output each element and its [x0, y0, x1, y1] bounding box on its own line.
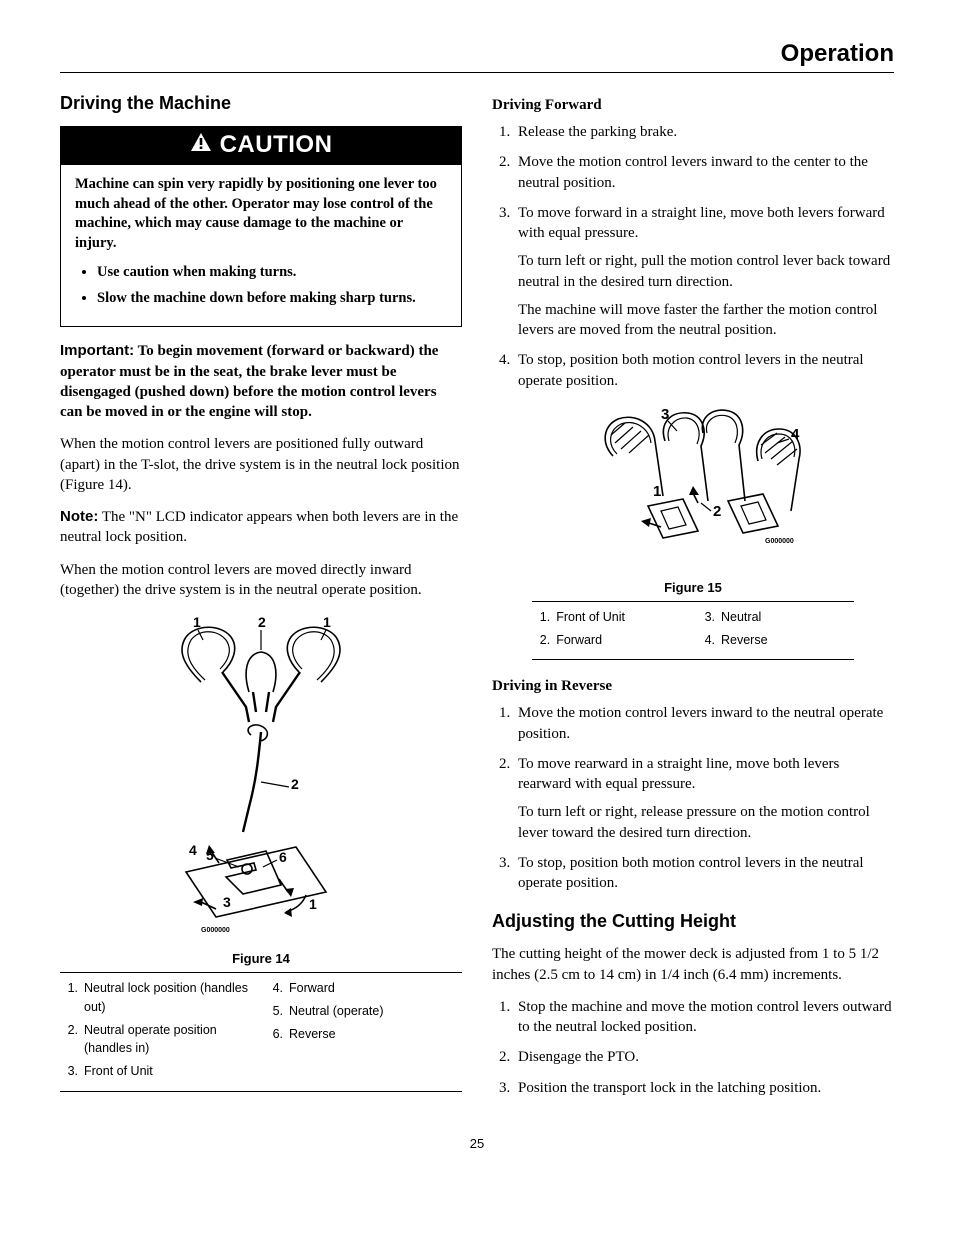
legend-num: 1.	[64, 979, 84, 1017]
cutting-intro: The cutting height of the mower deck is …	[492, 944, 894, 985]
caution-header: CAUTION	[61, 127, 461, 165]
warning-triangle-icon	[190, 131, 212, 159]
legend-num: 4.	[701, 631, 721, 650]
body-para: When the motion control levers are posit…	[60, 434, 462, 495]
legend-text: Reverse	[721, 631, 850, 650]
step: To stop, position both motion control le…	[514, 853, 894, 894]
legend-num: 4.	[269, 979, 289, 998]
step: Position the transport lock in the latch…	[514, 1078, 894, 1098]
figure-15-caption: Figure 15	[492, 580, 894, 595]
svg-text:1: 1	[193, 614, 201, 630]
legend-num: 2.	[64, 1021, 84, 1059]
legend-text: Forward	[556, 631, 685, 650]
two-column-layout: Driving the Machine CAUTION Machine can …	[60, 93, 894, 1108]
svg-text:3: 3	[661, 406, 669, 423]
forward-steps: Release the parking brake. Move the moti…	[492, 122, 894, 391]
svg-text:2: 2	[291, 776, 299, 792]
svg-text:4: 4	[791, 426, 800, 443]
body-para: When the motion control levers are moved…	[60, 560, 462, 601]
legend-text: Front of Unit	[556, 608, 685, 627]
legend-num: 3.	[701, 608, 721, 627]
section-driving-machine: Driving the Machine	[60, 93, 462, 114]
caution-box: CAUTION Machine can spin very rapidly by…	[60, 126, 462, 327]
caution-body: Machine can spin very rapidly by positio…	[61, 165, 461, 326]
figure-14-legend: 1.Neutral lock position (handles out) 2.…	[60, 972, 462, 1092]
important-label: Important:	[60, 342, 134, 359]
page-header: Operation	[60, 40, 894, 73]
figure-15: 3 4 1 2 G000000 Figure 15	[492, 401, 894, 595]
figure-15-legend: 1.Front of Unit 2.Forward 3.Neutral 4.Re…	[532, 601, 854, 661]
legend-text: Neutral operate position (handles in)	[84, 1021, 253, 1059]
svg-text:5: 5	[206, 847, 214, 863]
note-label: Note:	[60, 508, 98, 525]
step: Move the motion control levers inward to…	[514, 152, 894, 193]
svg-text:G000000: G000000	[765, 538, 794, 545]
legend-num: 5.	[269, 1002, 289, 1021]
svg-text:1: 1	[323, 614, 331, 630]
important-para: Important: To begin movement (forward or…	[60, 341, 462, 422]
right-column: Driving Forward Release the parking brak…	[492, 93, 894, 1108]
caution-bullet: Slow the machine down before making shar…	[97, 289, 447, 309]
figure-15-svg: 3 4 1 2 G000000	[553, 401, 833, 571]
step-extra: To turn left or right, pull the motion c…	[518, 251, 894, 292]
legend-num: 3.	[64, 1062, 84, 1081]
page-number: 25	[60, 1136, 894, 1151]
figure-14-svg: 1 2 1	[131, 612, 391, 942]
svg-text:1: 1	[309, 896, 317, 912]
legend-num: 1.	[536, 608, 556, 627]
step: To move rearward in a straight line, mov…	[514, 754, 894, 843]
legend-text: Forward	[289, 979, 458, 998]
legend-num: 2.	[536, 631, 556, 650]
legend-text: Reverse	[289, 1025, 458, 1044]
page-title: Operation	[60, 40, 894, 68]
subsection-driving-forward: Driving Forward	[492, 97, 894, 114]
note-text: The "N" LCD indicator appears when both …	[60, 509, 458, 545]
step-extra: The machine will move faster the farther…	[518, 300, 894, 341]
svg-text:6: 6	[279, 849, 287, 865]
svg-text:1: 1	[653, 483, 661, 500]
svg-text:G000000: G000000	[201, 927, 230, 934]
svg-text:2: 2	[258, 614, 266, 630]
left-column: Driving the Machine CAUTION Machine can …	[60, 93, 462, 1108]
note-para: Note: The "N" LCD indicator appears when…	[60, 507, 462, 548]
svg-text:2: 2	[713, 503, 721, 520]
caution-bullet: Use caution when making turns.	[97, 263, 447, 283]
figure-14-caption: Figure 14	[60, 951, 462, 966]
step: Stop the machine and move the motion con…	[514, 997, 894, 1038]
step: Move the motion control levers inward to…	[514, 703, 894, 744]
figure-14: 1 2 1	[60, 612, 462, 966]
step-extra: To turn left or right, release pressure …	[518, 802, 894, 843]
step: To stop, position both motion control le…	[514, 350, 894, 391]
step: Release the parking brake.	[514, 122, 894, 142]
caution-label: CAUTION	[220, 131, 333, 159]
subsection-driving-reverse: Driving in Reverse	[492, 678, 894, 695]
reverse-steps: Move the motion control levers inward to…	[492, 703, 894, 893]
caution-text: Machine can spin very rapidly by positio…	[75, 175, 447, 253]
svg-text:3: 3	[223, 894, 231, 910]
legend-text: Neutral	[721, 608, 850, 627]
step: Disengage the PTO.	[514, 1047, 894, 1067]
legend-text: Neutral lock position (handles out)	[84, 979, 253, 1017]
legend-num: 6.	[269, 1025, 289, 1044]
step: To move forward in a straight line, move…	[514, 203, 894, 341]
legend-text: Neutral (operate)	[289, 1002, 458, 1021]
cutting-steps: Stop the machine and move the motion con…	[492, 997, 894, 1098]
svg-text:4: 4	[189, 842, 197, 858]
legend-text: Front of Unit	[84, 1062, 253, 1081]
section-cutting-height: Adjusting the Cutting Height	[492, 911, 894, 932]
